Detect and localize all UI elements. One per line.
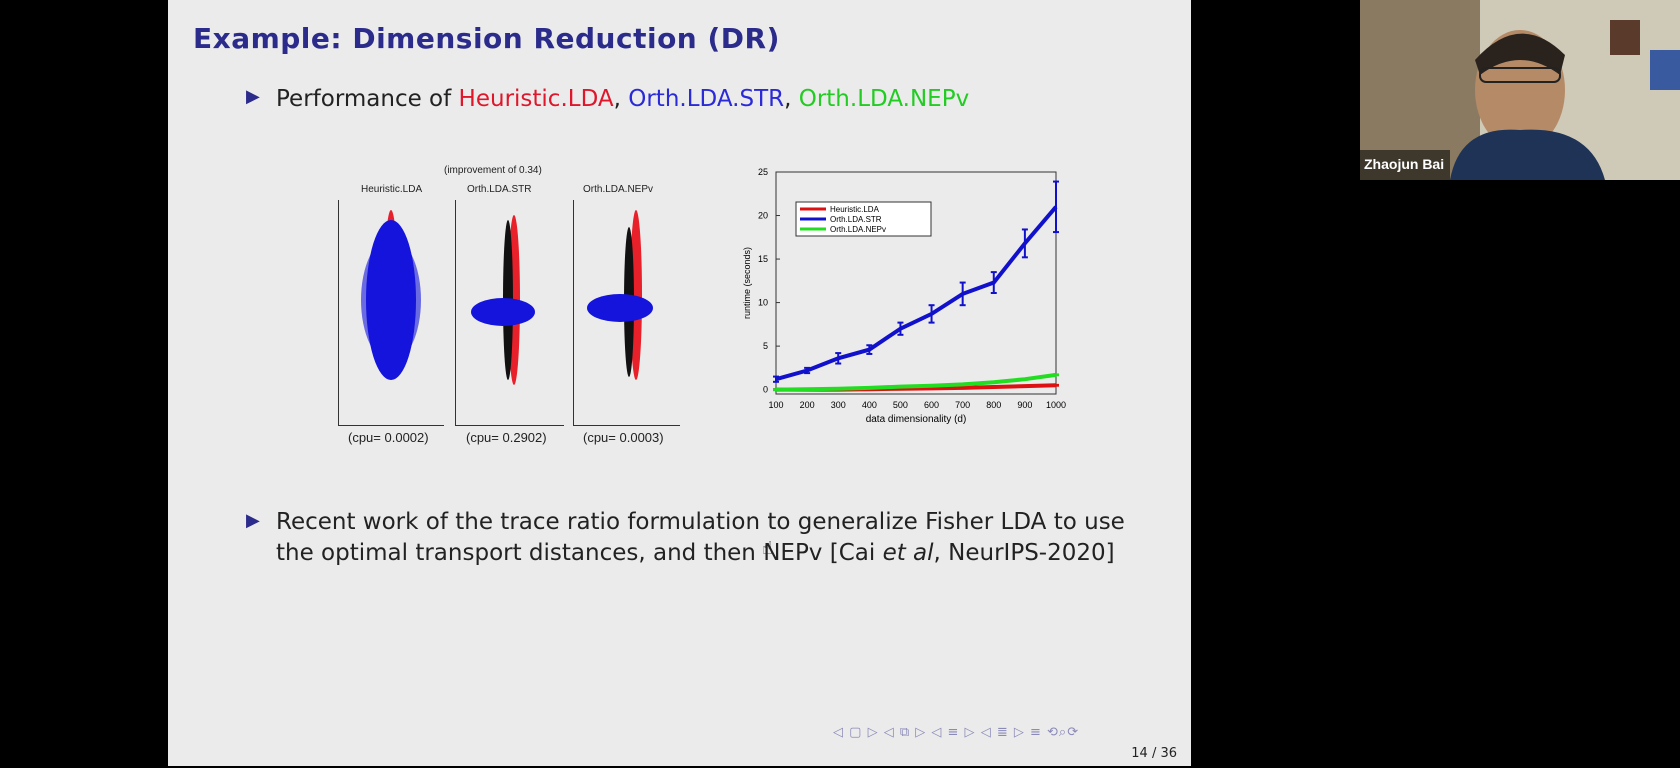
y-axis-label: runtime (seconds) — [742, 247, 752, 319]
legend-entry: Orth.LDA.NEPv — [830, 225, 886, 234]
y-tick-label: 10 — [758, 298, 768, 308]
series-line-1 — [775, 205, 1058, 382]
scatter-panel-nepv — [573, 200, 680, 426]
method-orth-lda-str: Orth.LDA.STR — [628, 86, 785, 112]
scatter-title-nepv: Orth.LDA.NEPv — [583, 184, 654, 195]
hand-cursor-icon: ☝ — [762, 538, 773, 559]
x-tick-label: 500 — [893, 400, 908, 410]
y-tick-label: 15 — [758, 254, 768, 264]
cpu-str: (cpu= 0.2902) — [466, 430, 547, 445]
x-tick-label: 900 — [1017, 400, 1032, 410]
y-tick-label: 0 — [763, 385, 768, 395]
y-tick-label: 25 — [758, 167, 768, 177]
x-tick-label: 300 — [831, 400, 846, 410]
page-number: 14 / 36 — [1131, 746, 1177, 761]
improvement-label: (improvement of 0.34) — [444, 165, 542, 176]
scatter-panel-str — [455, 200, 564, 426]
bullet-line: Recent work of the trace ratio formulati… — [276, 509, 1125, 535]
slide-title: Example: Dimension Reduction (DR) — [193, 22, 780, 55]
search-icon[interactable]: ≡ ⟲⌕⟳ — [1030, 725, 1080, 740]
y-tick-label: 20 — [758, 211, 768, 221]
x-tick-label: 1000 — [1046, 400, 1066, 410]
bullet-performance: Performance of Heuristic.LDA, Orth.LDA.S… — [276, 84, 969, 115]
scatter-title-str: Orth.LDA.STR — [467, 184, 532, 195]
bullet-text: the optimal transport distances, and the… — [276, 540, 883, 566]
separator: , — [613, 86, 629, 112]
plot-frame — [775, 171, 1057, 395]
scatter-panel-heuristic — [338, 200, 444, 426]
bullet-text: , NeurIPS-2020] — [933, 540, 1115, 566]
subsection-icon[interactable]: ◁ ⧉ ▷ — [883, 725, 927, 740]
bullet-text: Performance of — [276, 86, 459, 112]
legend-entry: Orth.LDA.STR — [830, 215, 882, 224]
method-heuristic-lda: Heuristic.LDA — [458, 86, 614, 112]
participant-name-tag: Zhaojun Bai — [1360, 150, 1451, 180]
method-orth-lda-nepv: Orth.LDA.NEPv — [798, 86, 970, 112]
align-icon[interactable]: ◁ ≣ ▷ — [980, 725, 1025, 740]
legend-entry: Heuristic.LDA — [830, 205, 880, 214]
scatter-title-heuristic: Heuristic.LDA — [361, 184, 423, 195]
scatter-plot-str — [471, 215, 535, 385]
frame-icon[interactable]: ▢ — [849, 725, 863, 740]
bullet-recent-work: Recent work of the trace ratio formulati… — [276, 507, 1125, 569]
y-tick-label: 5 — [763, 341, 768, 351]
x-tick-label: 400 — [862, 400, 877, 410]
x-tick-label: 200 — [800, 400, 815, 410]
bullet-line: the optimal transport distances, and the… — [276, 538, 1125, 569]
series-line-2 — [775, 372, 1057, 392]
x-tick-label: 700 — [955, 400, 970, 410]
runtime-chart: 100 200 300 400 500 600 700 800 900 1000 0 5 10 15 20 2… — [742, 167, 1066, 425]
cpu-heuristic: (cpu= 0.0002) — [348, 430, 429, 445]
x-tick-label: 600 — [924, 400, 939, 410]
citation-italic: et al — [882, 540, 934, 566]
slide: Example: Dimension Reduction (DR) ▶ Perf… — [168, 0, 1191, 766]
cpu-nepv: (cpu= 0.0003) — [583, 430, 664, 445]
x-tick-label: 800 — [986, 400, 1001, 410]
x-axis-label: data dimensionality (d) — [866, 414, 967, 425]
x-tick-label: 100 — [768, 400, 783, 410]
bullet-marker-icon: ▶ — [246, 510, 260, 531]
separator: , — [784, 86, 799, 112]
arrow-right-icon[interactable]: ▷ — [867, 725, 879, 740]
arrow-left-icon[interactable]: ◁ — [833, 725, 844, 740]
scatter-plot-heuristic — [361, 210, 421, 380]
scatter-plot-nepv — [587, 210, 653, 380]
bullet-marker-icon: ▶ — [246, 86, 260, 107]
section-icon[interactable]: ◁ ≡ ▷ — [931, 725, 976, 740]
beamer-navigation[interactable]: ◁ ▢ ▷ ◁ ⧉ ▷ ◁ ≡ ▷ ◁ ≣ ▷ ≡ ⟲⌕⟳ — [833, 725, 1079, 740]
participant-video[interactable]: Zhaojun Bai — [1360, 0, 1680, 180]
